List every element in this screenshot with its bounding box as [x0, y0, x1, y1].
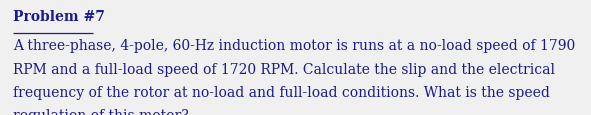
- Text: regulation of this motor?: regulation of this motor?: [13, 108, 189, 115]
- Text: A three-phase, 4-pole, 60-Hz induction motor is runs at a no-load speed of 1790: A three-phase, 4-pole, 60-Hz induction m…: [13, 39, 575, 53]
- Text: frequency of the rotor at no-load and full-load conditions. What is the speed: frequency of the rotor at no-load and fu…: [13, 85, 550, 99]
- Text: RPM and a full-load speed of 1720 RPM. Calculate the slip and the electrical: RPM and a full-load speed of 1720 RPM. C…: [13, 62, 555, 76]
- Text: Problem #7: Problem #7: [13, 10, 105, 24]
